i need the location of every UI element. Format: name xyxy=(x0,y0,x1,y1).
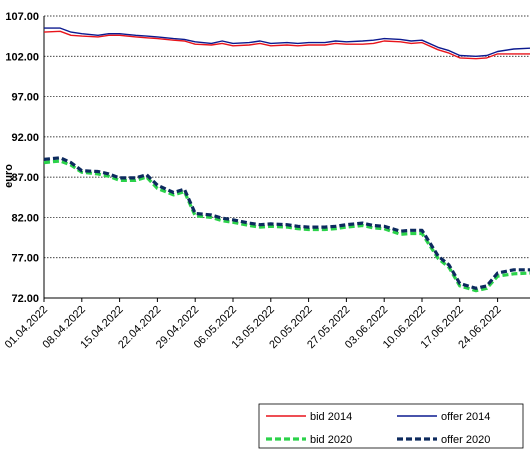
series-line-offer-2020 xyxy=(43,156,530,290)
y-tick-label: 87.00 xyxy=(11,172,39,184)
y-tick-label: 92.00 xyxy=(11,132,39,144)
legend-box xyxy=(258,403,524,449)
legend-label: offer 2020 xyxy=(441,434,490,446)
x-axis-ticks: 01.04.202208.04.202215.04.202222.04.2022… xyxy=(3,298,504,351)
legend-label: offer 2014 xyxy=(441,411,490,423)
y-axis-ticks: 107.00 102.00 97.00 92.00 87.00 82.00 77.00 72.… xyxy=(5,11,39,305)
series-lines xyxy=(43,27,530,293)
series-line-bid-2020 xyxy=(43,159,530,293)
legend-label: bid 2014 xyxy=(310,411,352,423)
y-tick-label: 72.00 xyxy=(11,293,39,305)
y-tick-label: 102.00 xyxy=(5,51,39,63)
legend-label: bid 2020 xyxy=(310,434,352,446)
y-tick-label: 107.00 xyxy=(5,11,39,23)
legend: bid 2014 offer 2014 bid 2020 offer 2020 xyxy=(258,403,524,449)
series-line-offer-2014 xyxy=(44,27,530,57)
y-axis-label: euro xyxy=(3,164,15,188)
gridlines xyxy=(43,15,530,299)
y-tick-label: 97.00 xyxy=(11,92,39,104)
y-tick-label: 82.00 xyxy=(11,212,39,224)
y-tick-label: 77.00 xyxy=(11,253,39,265)
series-line-bid-2014 xyxy=(43,30,530,60)
